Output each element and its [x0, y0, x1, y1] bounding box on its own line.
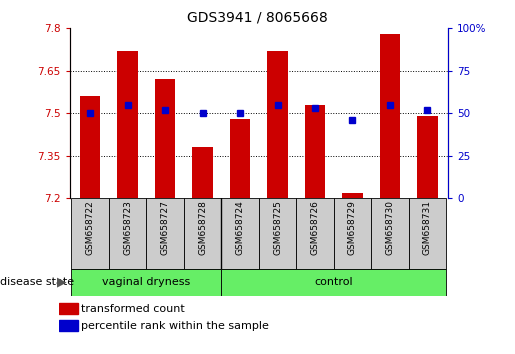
- Text: control: control: [315, 277, 353, 287]
- Bar: [305, 105, 325, 198]
- Text: percentile rank within the sample: percentile rank within the sample: [81, 321, 269, 331]
- Bar: [59, 320, 78, 331]
- Bar: [417, 116, 438, 198]
- Bar: [146, 198, 184, 269]
- Bar: [80, 96, 100, 198]
- Text: GSM658724: GSM658724: [235, 200, 245, 255]
- Bar: [184, 198, 221, 269]
- Bar: [59, 303, 78, 314]
- Bar: [192, 147, 213, 198]
- Bar: [267, 51, 288, 198]
- Bar: [380, 34, 400, 198]
- Bar: [296, 198, 334, 269]
- Text: GSM658728: GSM658728: [198, 200, 207, 255]
- Bar: [334, 198, 371, 269]
- Bar: [409, 198, 446, 269]
- Bar: [259, 198, 296, 269]
- Text: transformed count: transformed count: [81, 304, 185, 314]
- Text: GSM658725: GSM658725: [273, 200, 282, 255]
- Bar: [221, 269, 446, 296]
- Bar: [230, 119, 250, 198]
- Bar: [72, 269, 221, 296]
- Text: GSM658727: GSM658727: [161, 200, 169, 255]
- Text: disease state: disease state: [0, 277, 74, 287]
- Bar: [72, 198, 109, 269]
- Text: GDS3941 / 8065668: GDS3941 / 8065668: [187, 11, 328, 25]
- Text: GSM658723: GSM658723: [123, 200, 132, 255]
- Text: GSM658731: GSM658731: [423, 200, 432, 255]
- Text: GSM658729: GSM658729: [348, 200, 357, 255]
- Text: GSM658722: GSM658722: [85, 200, 95, 255]
- Bar: [221, 198, 259, 269]
- Bar: [371, 198, 409, 269]
- Text: vaginal dryness: vaginal dryness: [102, 277, 191, 287]
- Bar: [117, 51, 138, 198]
- Bar: [155, 79, 176, 198]
- Text: GSM658730: GSM658730: [385, 200, 394, 255]
- Bar: [109, 198, 146, 269]
- Bar: [342, 193, 363, 198]
- Text: ▶: ▶: [57, 276, 67, 289]
- Text: GSM658726: GSM658726: [311, 200, 319, 255]
